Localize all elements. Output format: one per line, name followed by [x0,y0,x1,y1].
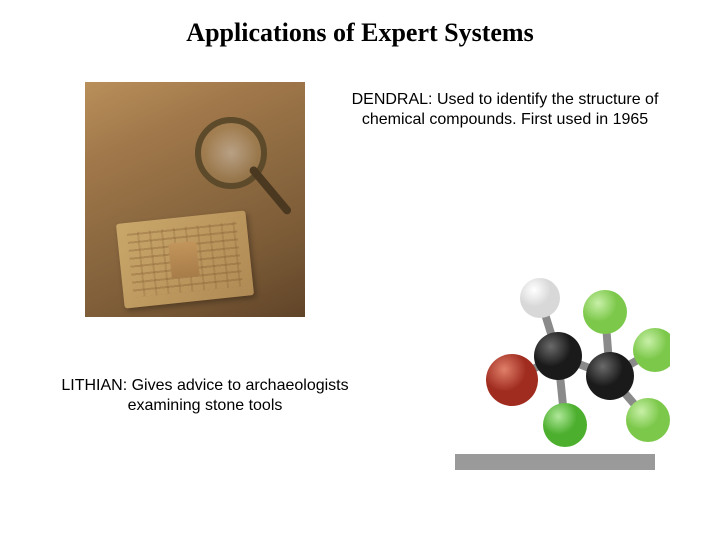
page-title: Applications of Expert Systems [0,18,720,48]
molecule-svg [440,260,670,460]
molecule-floor [455,454,655,470]
stone-tablet-graphic [116,210,254,308]
hieroglyph-graphic [168,241,200,279]
molecule-image [440,260,670,470]
dendral-description: DENDRAL: Used to identify the structure … [320,90,690,130]
lithian-description: LITHIAN: Gives advice to archaeologists … [30,376,380,416]
archaeology-image [85,82,305,317]
